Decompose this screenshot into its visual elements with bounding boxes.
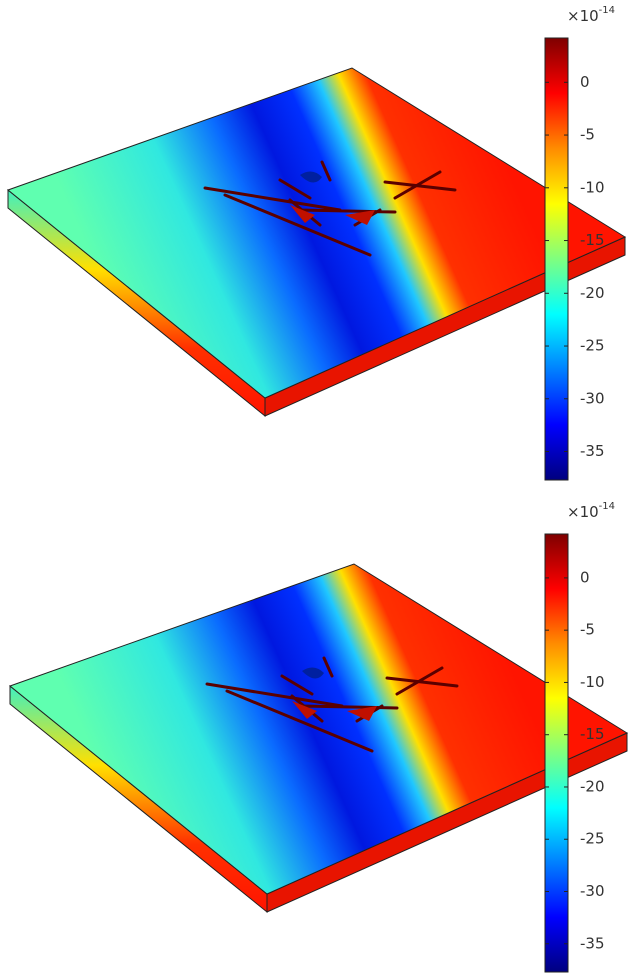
tick-label: -5 (580, 126, 595, 144)
tick-label: -25 (580, 830, 605, 848)
colorbar (544, 533, 569, 973)
multiplier: ×10 (567, 7, 599, 25)
exponent: -14 (599, 5, 615, 16)
tick-label: 0 (580, 73, 590, 91)
tick-label: 0 (580, 568, 590, 586)
tick-label: -25 (580, 337, 605, 355)
multiplier: ×10 (567, 503, 599, 521)
tick-label: -20 (580, 777, 605, 795)
tick-label: -30 (580, 389, 605, 407)
scale-multiplier: ×10-14 (567, 5, 615, 25)
tick-label: -10 (580, 673, 605, 691)
tick-label: -15 (580, 725, 605, 743)
tick-label: -20 (580, 284, 605, 302)
tick-label: -15 (580, 231, 605, 249)
plate-render (6, 66, 627, 418)
tick-label: -35 (580, 442, 605, 460)
tick-label: -10 (580, 178, 605, 196)
tick-label: -35 (580, 934, 605, 952)
scale-multiplier: ×10-14 (567, 501, 615, 521)
tick-label: -5 (580, 621, 595, 639)
plate-render (8, 562, 629, 914)
exponent: -14 (599, 501, 615, 512)
tick-label: -30 (580, 882, 605, 900)
colorbar (544, 37, 569, 481)
